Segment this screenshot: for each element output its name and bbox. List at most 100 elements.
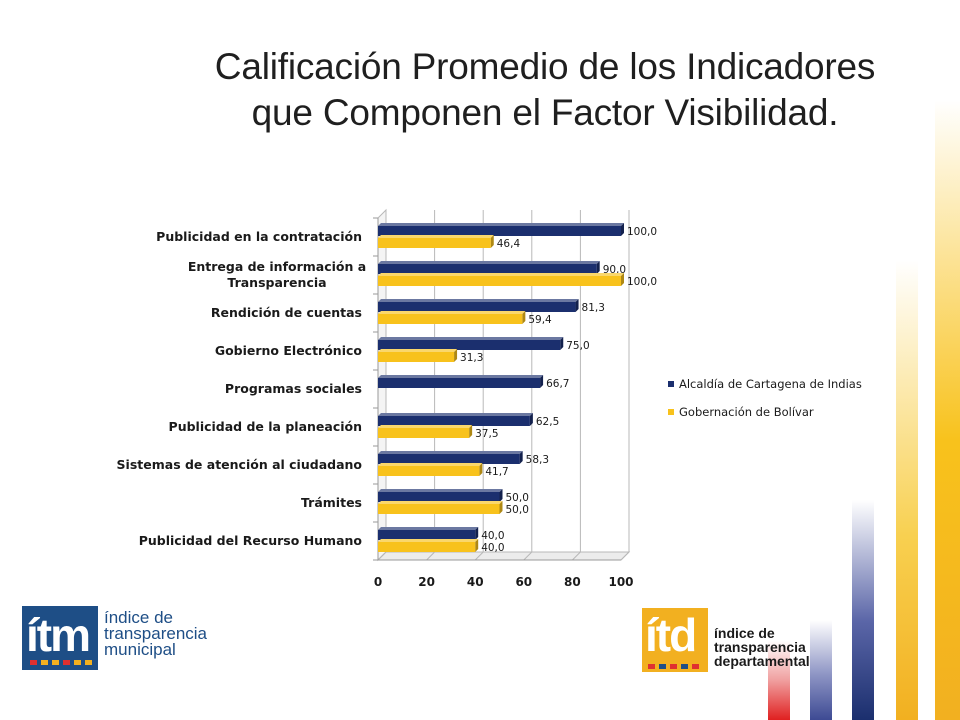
bar-alcaldia-end: [560, 337, 564, 350]
bar-alcaldia-face: [378, 264, 597, 274]
bar-gobernacion-top: [378, 501, 503, 504]
bar-alcaldia-end: [540, 375, 544, 388]
category-label: Publicidad en la contratación: [156, 229, 362, 244]
bar-gobernacion-end: [490, 235, 494, 248]
category-label: Publicidad de la planeación: [169, 419, 362, 434]
bar-alcaldia-top: [378, 527, 479, 530]
x-tick-label: 80: [564, 575, 581, 589]
itm-logo-letters: ítm: [26, 609, 91, 661]
bar-alcaldia-face: [378, 416, 530, 426]
data-label-gobernacion: 50,0: [506, 504, 529, 516]
bar-gobernacion-face: [378, 504, 500, 514]
gridline-diag: [426, 551, 435, 561]
bar-alcaldia-top: [378, 489, 503, 492]
x-tick-label: 40: [467, 575, 484, 589]
bar-alcaldia-end: [475, 527, 479, 540]
bar-alcaldia: [378, 375, 544, 388]
itm-logo-line3: municipal: [104, 640, 176, 659]
itd-logo-line3: departamental: [714, 653, 810, 669]
legend-swatch: [668, 409, 674, 415]
bar-gobernacion-end: [475, 539, 479, 552]
bar-alcaldia: [378, 489, 503, 502]
bar-gobernacion: [378, 425, 473, 438]
bar-gobernacion: [378, 273, 624, 286]
bar-gobernacion: [378, 463, 483, 476]
bar-gobernacion-end: [454, 349, 458, 362]
bar-gobernacion-end: [499, 501, 503, 514]
itd-logo-text: índice de transparencia departamental: [714, 626, 810, 668]
category-label: Entrega de información a Transparencia: [188, 259, 366, 290]
slide-title: Calificación Promedio de los Indicadores…: [150, 44, 940, 136]
itm-logo-mark: ítm: [22, 606, 98, 670]
bar-gobernacion-face: [378, 238, 491, 248]
bar-gobernacion-face: [378, 466, 480, 476]
bar-gobernacion-face: [378, 428, 470, 438]
category-label: Rendición de cuentas: [211, 305, 362, 320]
category-label-line: Sistemas de atención al ciudadano: [117, 457, 363, 472]
itm-logo-line2: transparencia: [104, 624, 208, 643]
bar-alcaldia-top: [378, 451, 523, 454]
bar-gobernacion: [378, 235, 494, 248]
category-label: Trámites: [301, 495, 362, 510]
x-tick-label: 20: [418, 575, 435, 589]
gridline-diag: [572, 551, 581, 561]
category-label: Gobierno Electrónico: [215, 343, 363, 358]
data-label-alcaldia: 100,0: [627, 226, 657, 238]
bar-gobernacion-face: [378, 314, 523, 324]
category-label: Sistemas de atención al ciudadano: [117, 457, 363, 472]
data-label-gobernacion: 37,5: [475, 428, 498, 440]
data-label-alcaldia: 66,7: [546, 378, 569, 390]
data-label-alcaldia: 40,0: [481, 530, 504, 542]
data-label-alcaldia: 62,5: [536, 416, 559, 428]
category-label: Publicidad del Recurso Humano: [139, 533, 363, 548]
bar-gobernacion-face: [378, 276, 621, 286]
bar-gobernacion-end: [479, 463, 483, 476]
bar-alcaldia-end: [621, 223, 624, 236]
decor-stripe-3: [852, 500, 874, 720]
data-label-gobernacion: 59,4: [528, 314, 552, 326]
bar-alcaldia-top: [378, 261, 600, 264]
bar-gobernacion-end: [522, 311, 526, 324]
itd-logo-dots: [648, 664, 699, 669]
decor-stripe-1: [935, 100, 960, 720]
bar-gobernacion-face: [378, 542, 476, 552]
category-label-line: Publicidad en la contratación: [156, 229, 362, 244]
gridline-diag: [377, 551, 387, 561]
itd-logo-letters: ítd: [645, 609, 697, 661]
bar-gobernacion-top: [378, 539, 479, 542]
bar-gobernacion: [378, 539, 479, 552]
category-label-line: Trámites: [301, 495, 362, 510]
bar-alcaldia: [378, 413, 533, 426]
data-label-alcaldia: 75,0: [566, 340, 589, 352]
data-label-gobernacion: 31,3: [460, 352, 483, 364]
bar-alcaldia-face: [378, 530, 476, 540]
bar-gobernacion: [378, 501, 503, 514]
data-label-gobernacion: 40,0: [481, 542, 504, 554]
bar-alcaldia-face: [378, 492, 500, 502]
decor-stripe-2: [896, 260, 918, 720]
itm-logo-dots: [30, 660, 92, 665]
bar-gobernacion-top: [378, 273, 624, 276]
bar-gobernacion-top: [378, 235, 494, 238]
x-tick-label: 100: [608, 575, 633, 589]
bar-alcaldia: [378, 261, 600, 274]
bar-gobernacion-end: [621, 273, 624, 286]
bar-alcaldia: [378, 299, 579, 312]
category-label: Programas sociales: [225, 381, 362, 396]
bar-gobernacion: [378, 349, 458, 362]
itd-logo-line1: índice de: [714, 625, 775, 641]
bar-alcaldia-end: [519, 451, 523, 464]
itm-logo-text: índice de transparencia municipal: [104, 609, 208, 659]
bar-alcaldia-end: [596, 261, 600, 274]
bar-alcaldia-face: [378, 302, 576, 312]
category-label-line: Programas sociales: [225, 381, 362, 396]
category-label-line: Entrega de información a: [188, 259, 366, 274]
slide-title-line2: que Componen el Factor Visibilidad.: [251, 92, 839, 133]
gridline-diag: [474, 551, 484, 561]
category-label-line: Publicidad de la planeación: [169, 419, 362, 434]
category-label-line: Publicidad del Recurso Humano: [139, 533, 363, 548]
bar-alcaldia: [378, 451, 523, 464]
x-tick-label: 60: [515, 575, 532, 589]
itd-logo-mark: ítd: [642, 608, 708, 672]
bar-gobernacion-top: [378, 311, 526, 314]
